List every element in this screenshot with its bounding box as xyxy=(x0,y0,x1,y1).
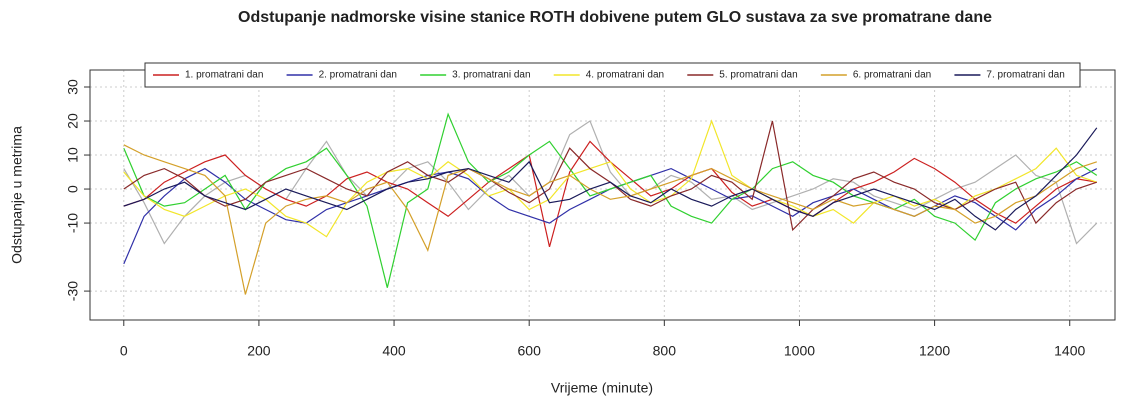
series-line xyxy=(123,127,1098,231)
legend-label: 7. promatrani dan xyxy=(986,70,1064,81)
series-line xyxy=(123,120,1097,232)
series-line xyxy=(123,119,1097,238)
x-tick-label: 0 xyxy=(120,343,128,359)
series-line xyxy=(123,144,1097,295)
legend-label: 2. promatrani dan xyxy=(319,70,397,81)
y-axis-label: Odstupanje u metrima xyxy=(9,126,25,264)
x-tick-label: 1200 xyxy=(919,343,950,359)
legend-label: 1. promatrani dan xyxy=(185,70,263,81)
x-tick-label: 800 xyxy=(653,343,677,359)
x-tick-label: 1400 xyxy=(1054,343,1085,359)
y-tick-label: 0 xyxy=(65,185,81,193)
y-tick-label: 20 xyxy=(65,113,81,129)
legend-label: 6. promatrani dan xyxy=(853,70,931,81)
legend-label: 3. promatrani dan xyxy=(452,70,530,81)
series-line xyxy=(123,140,1097,248)
x-axis-label: Vrijeme (minute) xyxy=(551,380,653,396)
y-tick-label: 30 xyxy=(65,79,81,95)
x-tick-label: 200 xyxy=(247,343,271,359)
y-tick-label: -10 xyxy=(65,213,81,233)
y-tick-label: 10 xyxy=(65,147,81,163)
legend-label: 4. promatrani dan xyxy=(586,70,664,81)
chart-title: Odstupanje nadmorske visine stanice ROTH… xyxy=(238,9,992,26)
x-tick-label: 600 xyxy=(518,343,542,359)
x-tick-label: 400 xyxy=(382,343,406,359)
x-tick-label: 1000 xyxy=(784,343,815,359)
y-tick-label: -30 xyxy=(65,281,81,301)
legend-label: 5. promatrani dan xyxy=(719,70,797,81)
series-line xyxy=(123,112,1098,288)
